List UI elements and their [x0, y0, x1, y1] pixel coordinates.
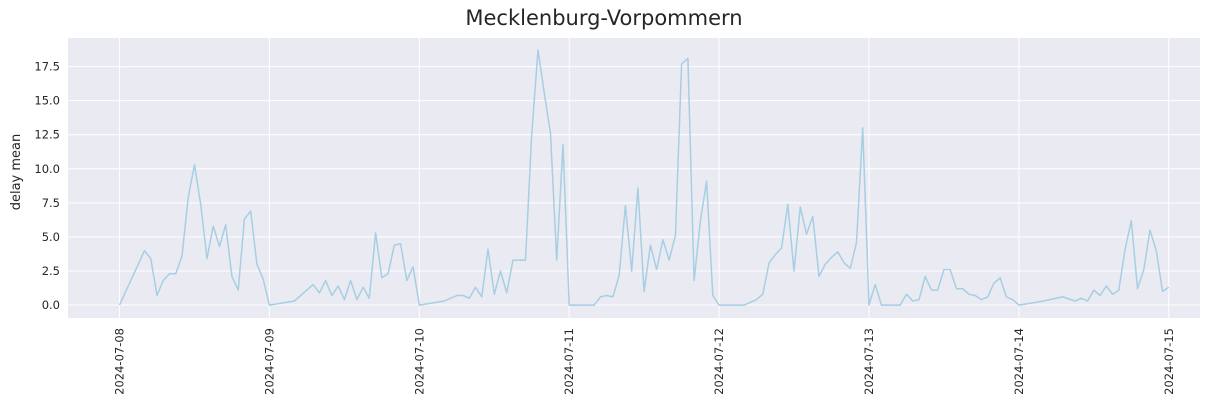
x-axis-ticks: 2024-07-08 2024-07-09 2024-07-10 2024-07-11…	[113, 328, 1176, 395]
x-tick-label: 2024-07-14	[1012, 328, 1026, 395]
delay-mean-line	[118, 49, 1170, 306]
plot-area	[68, 38, 1200, 318]
x-tick-label: 2024-07-12	[712, 328, 726, 395]
x-tick-label: 2024-07-08	[113, 328, 127, 395]
x-tick-label: 2024-07-11	[562, 328, 576, 395]
x-tick-label: 2024-07-13	[862, 328, 876, 395]
y-tick-label: 10.0	[34, 162, 60, 176]
y-tick-label: 7.5	[42, 196, 60, 210]
y-tick-label: 15.0	[34, 94, 60, 108]
x-tick-label: 2024-07-09	[262, 328, 276, 395]
y-tick-label: 2.5	[42, 264, 60, 278]
x-tick-label: 2024-07-10	[412, 328, 426, 395]
y-tick-label: 0.0	[42, 298, 60, 312]
y-tick-label: 5.0	[42, 230, 60, 244]
chart-title: Mecklenburg-Vorpommern	[465, 6, 742, 30]
x-tick-label: 2024-07-15	[1162, 328, 1176, 395]
y-axis-ticks: 0.0 2.5 5.0 7.5 10.0 12.5 15.0 17.5	[34, 60, 60, 312]
y-tick-label: 12.5	[34, 128, 60, 142]
y-tick-label: 17.5	[34, 60, 60, 74]
y-axis-label: delay mean	[9, 134, 24, 211]
